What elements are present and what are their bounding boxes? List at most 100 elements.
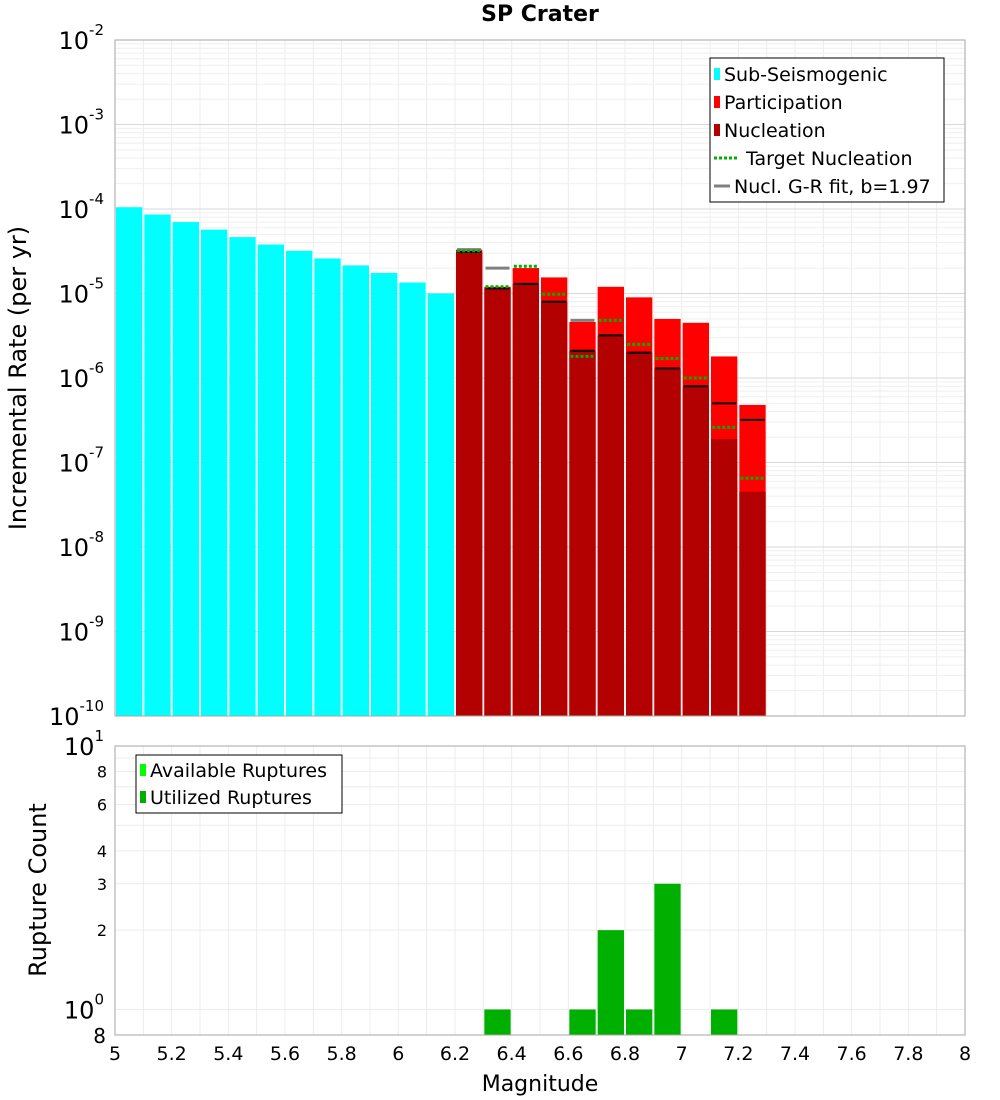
legend-label: Target Nucleation [745,148,913,170]
top-y-tick-label: 10-6 [58,359,104,393]
bar-sub-seismogenic [314,258,341,716]
x-tick-label: 5 [109,1043,121,1065]
bar-sub-seismogenic [144,214,171,716]
x-tick-label: 7 [676,1043,688,1065]
y-tick-base: 10 [64,733,95,761]
y-tick-exponent: -3 [89,106,104,124]
bar-nucleation [739,491,766,716]
y-tick-base: 10 [58,196,89,224]
x-tick-label: 6.8 [610,1043,640,1065]
bar-nucleation [626,352,653,716]
legend-label: Participation [724,92,843,114]
x-tick-label: 5.8 [327,1043,357,1065]
x-tick-label: 7.8 [893,1043,923,1065]
bottom-y-minor-tick-label: 8 [97,763,107,782]
bottom-y-minor-tick-label: 3 [97,875,107,894]
y-tick-exponent: -8 [89,528,104,546]
x-tick-labels: 5 5.2 5.4 5.6 5.8 6 6.2 6.4 6.6 6.8 7 7.2 7.4 7.6 7.8 8 [109,1043,971,1065]
bar-sub-seismogenic [286,250,313,716]
bar-utilized-ruptures [569,1009,596,1035]
bar-sub-seismogenic [399,282,426,716]
bar-sub-seismogenic [342,265,369,716]
legend-swatch [140,791,146,803]
top-y-tick-label: 10-4 [58,190,104,224]
bar-utilized-ruptures [484,1009,511,1035]
bottom-y-minor-tick-label: 4 [97,842,107,861]
bar-sub-seismogenic [229,237,256,716]
bar-nucleation [569,350,596,716]
y-tick-exponent: -7 [89,444,104,462]
top-y-tick-label: 10-7 [58,444,104,478]
x-tick-label: 7.4 [780,1043,810,1065]
chart-title: SP Crater [481,2,599,27]
x-tick-label: 5.6 [270,1043,300,1065]
legend-label: Nucl. G-R fit, b=1.97 [734,176,931,198]
top-y-axis-label: Incremental Rate (per yr) [4,226,32,530]
bottom-y-minor-tick-label: 6 [97,795,107,814]
bar-nucleation [512,283,539,716]
top-gridlines [114,40,966,717]
legend-label: Available Ruptures [150,760,327,782]
x-tick-label: 6.4 [497,1043,527,1065]
x-tick-label: 6.6 [553,1043,583,1065]
bottom-y-tick-label: 100 [64,990,104,1024]
bar-utilized-ruptures [626,1009,653,1035]
y-tick-base: 10 [58,619,89,647]
top-y-tick-label: 10-8 [58,528,104,562]
x-tick-label: 6 [392,1043,404,1065]
y-tick-base: 10 [58,365,89,393]
top-y-tick-label: 10-3 [58,106,104,140]
bar-nucleation [456,251,483,717]
y-tick-exponent: 1 [94,727,104,745]
x-tick-label: 5.2 [157,1043,187,1065]
top-y-tick-labels: 10-210-310-410-510-610-710-810-910-10 [49,21,104,731]
bar-nucleation [597,335,624,716]
top-y-tick-label: 10-9 [58,613,104,647]
top-y-tick-label: 10-5 [58,275,104,309]
bar-sub-seismogenic [427,293,454,716]
top-bars [116,207,766,717]
top-legend-box [709,57,945,203]
bar-utilized-ruptures [597,930,624,1035]
legend-label: Nucleation [724,120,826,142]
bottom-y-axis-label: Rupture Count [24,803,52,977]
legend-swatch [714,124,720,136]
bar-sub-seismogenic [201,229,228,716]
bar-sub-seismogenic [172,222,199,716]
bar-utilized-ruptures [654,883,681,1035]
bottom-plot-frame [114,745,966,1036]
bar-nucleation [682,386,709,716]
y-tick-exponent: -5 [89,275,104,293]
y-tick-base: 10 [58,281,89,309]
bar-sub-seismogenic [116,207,143,716]
top-legend: Sub-Seismogenic Participation Nucleation Ta… [709,57,945,203]
bottom-y-tick-label: 101 [64,727,104,761]
bar-sub-seismogenic [371,272,398,716]
bottom-y-bottom-tick-label: 8 [93,1024,106,1048]
legend-swatch [140,764,146,776]
y-tick-base: 10 [64,996,95,1024]
y-tick-exponent: -10 [80,697,105,715]
y-tick-exponent: -2 [89,21,104,39]
bottom-legend: Available Ruptures Utilized Ruptures [135,754,343,814]
legend-label: Sub-Seismogenic [724,64,888,86]
bottom-legend-box [135,754,343,814]
y-tick-base: 10 [58,112,89,140]
x-axis-label: Magnitude [482,1072,599,1097]
x-tick-label: 6.2 [440,1043,470,1065]
bar-nucleation [711,438,738,716]
bar-nucleation [484,288,511,716]
top-plot-frame [114,39,966,717]
y-tick-exponent: -9 [89,613,104,631]
legend-swatch [714,96,720,108]
y-tick-exponent: -4 [89,190,104,208]
bar-nucleation [654,368,681,716]
y-tick-base: 10 [58,534,89,562]
y-tick-base: 10 [49,703,80,731]
y-tick-exponent: 0 [94,990,104,1008]
y-tick-base: 10 [58,450,89,478]
x-tick-label: 5.4 [213,1043,243,1065]
top-markers [457,248,765,480]
